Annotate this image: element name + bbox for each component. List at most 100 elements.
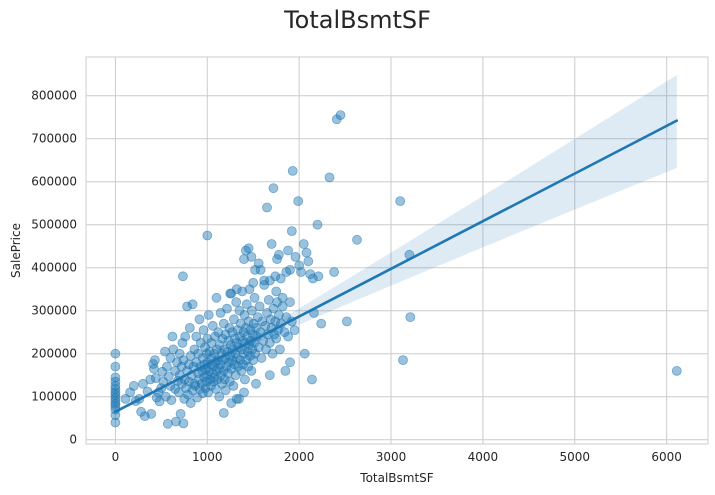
data-point	[307, 374, 317, 385]
data-point	[222, 303, 232, 314]
data-point	[271, 286, 282, 297]
data-point	[303, 256, 314, 267]
data-point	[110, 361, 121, 372]
data-point	[178, 418, 189, 429]
data-point	[231, 297, 242, 308]
x-tick-label: 5000	[560, 450, 591, 464]
data-point	[138, 378, 148, 389]
data-point	[237, 286, 248, 297]
data-point	[271, 333, 282, 344]
data-point	[198, 325, 209, 336]
data-point	[218, 408, 229, 418]
data-point	[313, 271, 324, 282]
data-point	[214, 391, 225, 402]
x-tick-label: 3000	[376, 450, 407, 464]
data-point	[163, 371, 174, 382]
data-point	[166, 395, 177, 406]
grid	[86, 57, 708, 444]
data-point	[277, 292, 288, 303]
data-point	[301, 247, 312, 258]
data-point	[184, 322, 195, 333]
y-tick-label: 400000	[31, 261, 77, 275]
data-point	[180, 331, 191, 342]
y-tick-label: 300000	[31, 304, 77, 318]
chart-title: TotalBsmtSF	[284, 6, 431, 34]
data-point	[239, 387, 249, 398]
data-point	[264, 370, 275, 381]
data-point	[259, 275, 270, 286]
data-point	[256, 353, 267, 363]
data-point	[263, 294, 274, 305]
data-point	[182, 301, 193, 312]
data-point	[249, 292, 260, 303]
plot-frame	[85, 56, 709, 445]
data-point	[329, 267, 340, 277]
data-point	[160, 391, 171, 402]
data-point	[283, 331, 294, 342]
data-point	[289, 325, 300, 336]
data-point	[274, 344, 285, 355]
y-tick-label: 800000	[31, 89, 77, 103]
data-point	[241, 299, 252, 310]
data-point	[211, 292, 222, 303]
data-point	[335, 110, 346, 120]
y-tick-label: 700000	[31, 132, 77, 146]
data-point	[254, 301, 265, 312]
data-point	[307, 273, 318, 284]
data-point	[146, 408, 157, 419]
data-point	[285, 297, 295, 308]
data-point	[273, 249, 284, 260]
y-tick-label: 200000	[31, 347, 77, 361]
data-point	[194, 314, 205, 325]
data-point	[283, 245, 294, 256]
y-tick-labels: 0 100000 200000 300000 400000 500000 600000 700…	[31, 89, 77, 447]
x-tick-label: 0	[112, 450, 120, 464]
data-point	[187, 299, 198, 310]
data-point	[395, 196, 406, 207]
data-point	[280, 365, 291, 376]
data-point	[167, 331, 178, 342]
y-tick-label: 100000	[31, 390, 77, 404]
data-point	[248, 277, 259, 288]
data-point	[275, 273, 286, 284]
data-point	[228, 380, 239, 391]
data-point	[267, 348, 278, 359]
y-tick-label: 500000	[31, 218, 77, 232]
data-point	[290, 251, 301, 262]
x-tick-label: 2000	[284, 450, 315, 464]
data-point	[110, 393, 121, 403]
data-point	[266, 239, 277, 249]
data-point	[324, 172, 335, 183]
data-point	[110, 417, 121, 428]
data-point	[352, 234, 362, 245]
data-point	[177, 271, 188, 282]
data-point	[296, 267, 306, 277]
data-point	[287, 165, 298, 176]
regression-line-group	[114, 119, 679, 414]
x-tick-labels: 0 1000 2000 3000 4000 5000 6000	[112, 450, 682, 464]
data-point	[312, 219, 323, 230]
data-point	[341, 316, 352, 327]
data-point	[239, 374, 250, 385]
data-point	[285, 264, 295, 275]
data-point	[110, 348, 121, 359]
data-point	[243, 243, 254, 254]
data-point	[246, 305, 257, 316]
x-tick-label: 1000	[192, 450, 223, 464]
data-point	[128, 380, 139, 391]
x-tick-label: 6000	[651, 450, 682, 464]
data-point	[203, 310, 214, 320]
data-point	[251, 378, 261, 389]
data-point	[246, 251, 257, 262]
data-point	[173, 387, 184, 398]
x-axis-label: TotalBsmtSF	[359, 471, 434, 485]
data-point	[286, 226, 297, 237]
data-point	[162, 418, 173, 429]
data-point	[298, 239, 309, 249]
data-point	[185, 398, 196, 409]
data-point	[262, 202, 272, 213]
data-point	[149, 363, 159, 374]
x-tick-label: 4000	[468, 450, 499, 464]
data-point	[202, 230, 213, 241]
